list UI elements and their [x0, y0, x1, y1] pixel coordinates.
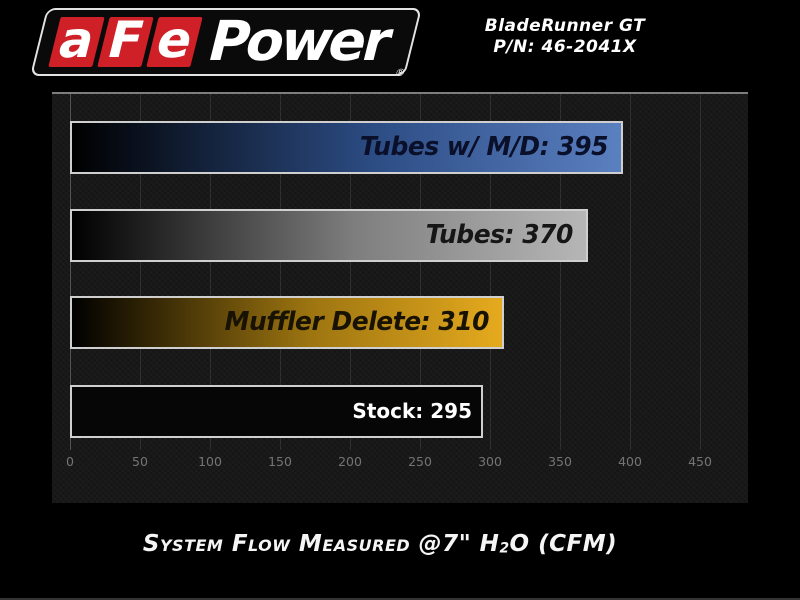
x-tick-label-450: 450 [688, 454, 712, 469]
gridline-200 [350, 94, 351, 450]
x-tick-label-50: 50 [132, 454, 148, 469]
gridline-50 [140, 94, 141, 450]
logo-wordmark: Power [201, 8, 397, 73]
x-tick-label-250: 250 [408, 454, 432, 469]
afe-power-logo: a F e Power ® [30, 8, 423, 79]
registered-trademark-icon: ® [393, 68, 407, 79]
product-header: BladeRunner GT P/N: 46-2041X [440, 16, 690, 58]
gridline-300 [490, 94, 491, 450]
gridline-450 [700, 94, 701, 450]
bar-stock: Stock: 295 [70, 385, 483, 438]
chart-panel: Tubes w/ M/D: 395 Tubes: 370 Muffler Delet… [52, 92, 748, 503]
bar-label-tubes: Tubes: 370 [425, 220, 573, 250]
gridline-0 [70, 94, 71, 450]
bar-muffler-delete: Muffler Delete: 310 [70, 296, 504, 349]
chart-title: System Flow Measured @7" H2O (CFM) [0, 531, 760, 557]
chart-title-suffix: O (CFM) [509, 531, 618, 557]
gridline-100 [210, 94, 211, 450]
gridline-400 [630, 94, 631, 450]
x-tick-label-100: 100 [198, 454, 222, 469]
chart-title-subscript: 2 [499, 540, 510, 557]
bar-tubes-with-muffler-delete: Tubes w/ M/D: 395 [70, 121, 623, 174]
x-tick-label-150: 150 [268, 454, 292, 469]
logo-letter-segment-a: a [48, 11, 105, 69]
x-tick-label-400: 400 [618, 454, 642, 469]
x-tick-label-350: 350 [548, 454, 572, 469]
x-tick-label-200: 200 [338, 454, 362, 469]
product-name: BladeRunner GT [484, 16, 646, 36]
logo-letter-segment-e: e [146, 11, 203, 69]
bar-label-tubes-with-muffler-delete: Tubes w/ M/D: 395 [359, 132, 608, 162]
gridline-350 [560, 94, 561, 450]
x-tick-label-300: 300 [478, 454, 502, 469]
part-number: P/N: 46-2041X [493, 37, 637, 57]
gridline-150 [280, 94, 281, 450]
gridline-250 [420, 94, 421, 450]
x-tick-label-0: 0 [66, 454, 74, 469]
bottom-edge-line [0, 598, 800, 600]
chart-title-text: System Flow Measured @7" H [142, 531, 500, 557]
bar-label-stock: Stock: 295 [352, 399, 472, 423]
logo-letter-segment-f: F [97, 11, 154, 69]
bar-tubes: Tubes: 370 [70, 209, 588, 262]
bar-label-muffler-delete: Muffler Delete: 310 [224, 307, 489, 337]
